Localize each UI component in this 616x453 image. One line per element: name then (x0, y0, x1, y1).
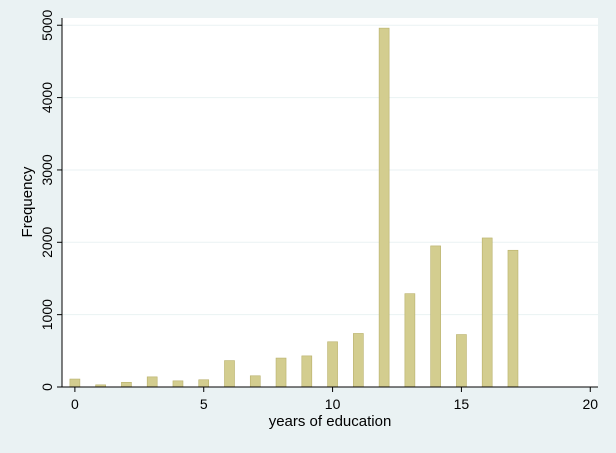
bar (456, 334, 467, 388)
bar (481, 237, 493, 388)
x-tick-label: 0 (71, 396, 79, 412)
bar (249, 375, 261, 388)
bar (301, 355, 313, 388)
axes (57, 18, 598, 392)
tick-labels: 0 5 10 15 20 0 1000 2000 3000 4000 5000 (39, 9, 598, 412)
bar (172, 380, 184, 388)
bar (275, 357, 287, 388)
y-tick-label: 4000 (39, 82, 55, 113)
bar (224, 360, 235, 388)
bar (353, 333, 364, 388)
bar (404, 293, 416, 388)
bar (69, 378, 81, 388)
bar (430, 245, 441, 388)
y-tick-label: 0 (39, 383, 55, 391)
bar (198, 379, 210, 388)
x-axis-label: years of education (269, 413, 392, 430)
y-tick-label: 5000 (39, 9, 55, 40)
y-tick-label: 3000 (39, 154, 55, 185)
x-tick-label: 20 (582, 396, 598, 412)
x-tick-label: 15 (454, 396, 470, 412)
bar (327, 341, 338, 388)
x-tick-label: 10 (325, 396, 341, 412)
y-tick-label: 2000 (39, 227, 55, 258)
x-tick-label: 5 (200, 396, 208, 412)
bar (146, 376, 158, 388)
bar (121, 381, 132, 388)
bar (507, 249, 519, 388)
bar (378, 27, 390, 388)
y-axis-label: Frequency (19, 166, 36, 237)
y-tick-label: 1000 (39, 299, 55, 330)
